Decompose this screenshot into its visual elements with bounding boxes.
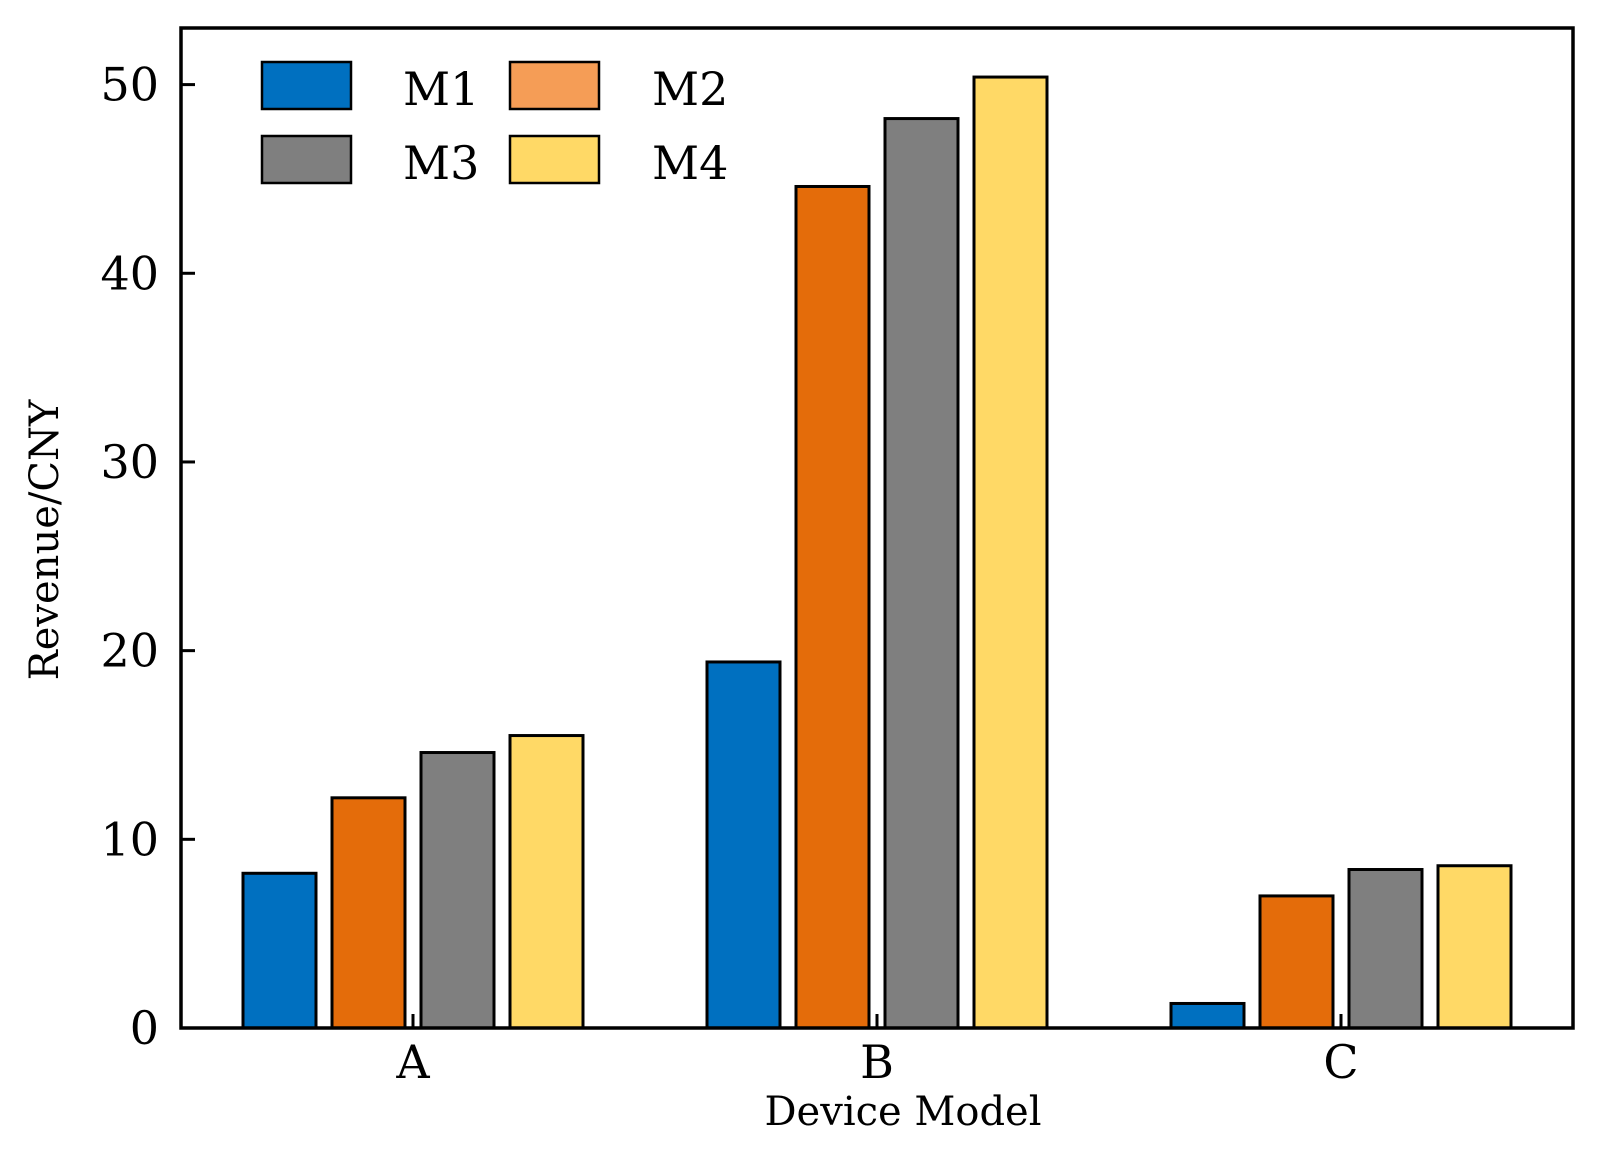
bar-m3-c	[1347, 868, 1424, 1030]
bar-m4-b	[972, 75, 1049, 1030]
bar-m2-c	[1258, 894, 1335, 1030]
y-tick-label: 50	[100, 58, 159, 112]
legend: M1 M2 M3 M4	[260, 60, 728, 190]
bar-m1-c	[1169, 1001, 1246, 1030]
x-axis: A B C	[395, 1014, 1359, 1089]
legend-swatch-m3	[260, 134, 353, 185]
x-axis-title: Device Model	[764, 1089, 1041, 1135]
legend-label-m3: M3	[403, 136, 479, 190]
y-axis: 0 10 20 30 40 50	[100, 58, 195, 1055]
x-tick-label: C	[1323, 1035, 1358, 1089]
bar-m1-b	[705, 660, 782, 1030]
y-tick-label: 0	[130, 1001, 159, 1055]
y-axis-title: Revenue/CNY	[22, 399, 68, 680]
y-tick-label: 10	[100, 812, 159, 866]
bar-m1-a	[241, 871, 318, 1030]
legend-label-m4: M4	[652, 136, 728, 190]
bar-m3-b	[883, 117, 960, 1030]
bar-m2-b	[794, 184, 871, 1030]
y-tick-label: 20	[100, 624, 159, 678]
x-tick-label: A	[395, 1035, 430, 1089]
legend-swatch-m4	[508, 134, 601, 185]
legend-label-m1: M1	[403, 62, 479, 116]
bar-m3-a	[419, 751, 496, 1030]
bars-layer	[241, 75, 1513, 1030]
legend-swatch-m2	[508, 60, 601, 111]
legend-label-m2: M2	[652, 62, 728, 116]
x-tick-label: B	[860, 1035, 894, 1089]
bar-m4-a	[508, 734, 585, 1030]
legend-swatch-m1	[260, 60, 353, 111]
bar-m2-a	[330, 796, 407, 1030]
y-tick-label: 40	[100, 246, 159, 300]
bar-m4-c	[1436, 864, 1513, 1030]
y-tick-label: 30	[100, 435, 159, 489]
